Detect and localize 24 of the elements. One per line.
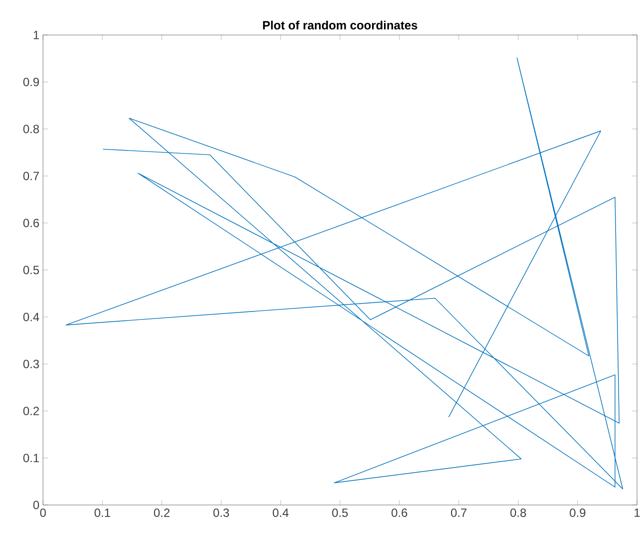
x-tick-label: 0.7 <box>450 508 467 517</box>
y-tick-label: 0.9 <box>23 78 39 86</box>
chart-title: Plot of random coordinates <box>263 20 418 30</box>
y-tick-label: 0.4 <box>23 312 40 322</box>
y-tick-label: 1 <box>34 30 39 40</box>
x-tick-label: 0.6 <box>392 508 408 517</box>
y-tick-label: 0.6 <box>23 218 39 228</box>
x-tick-label: 0.5 <box>332 508 348 517</box>
x-tick-label: 0.4 <box>272 508 289 517</box>
line-series <box>66 58 624 490</box>
x-tick-label: 0 <box>40 508 46 517</box>
x-tick-label: 0.1 <box>94 508 110 517</box>
x-tick-label: 0.8 <box>510 508 526 517</box>
y-tick-label: 0.7 <box>23 172 39 180</box>
x-tick-label: 0.2 <box>154 508 170 517</box>
x-tick-label: 0.3 <box>213 508 229 517</box>
y-tick-label: 0.1 <box>23 454 39 462</box>
y-tick-label: 0.3 <box>23 360 39 368</box>
y-tick-label: 0.8 <box>23 124 39 134</box>
x-tick-label: 0.9 <box>570 508 586 517</box>
x-tick-label: 1 <box>634 508 640 517</box>
y-tick-label: 0.5 <box>23 266 39 274</box>
y-tick-label: 0 <box>33 500 40 510</box>
y-tick-label: 0.2 <box>23 406 39 416</box>
